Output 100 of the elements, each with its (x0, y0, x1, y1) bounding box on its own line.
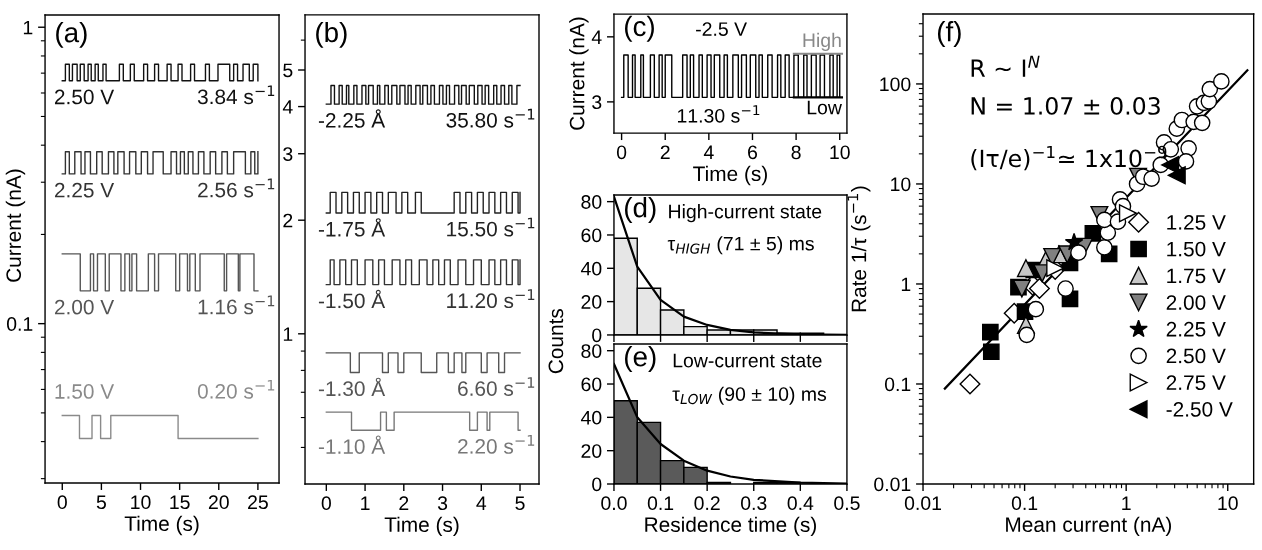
series-label: 2.50 V (54, 89, 115, 105)
x-tick-label: 10 (830, 145, 850, 160)
x-tick-label: 0.5 (834, 496, 860, 511)
y-tick-label: 4 (591, 30, 602, 44)
x-tick-label: 1 (1122, 496, 1131, 510)
legend-label: 1.50 V (1167, 241, 1226, 257)
y-axis-title: Current (nA) (5, 169, 26, 282)
x-axis-title: Time (s) (693, 165, 767, 186)
x-tick-label: 5 (96, 495, 106, 510)
y-axis-title: Counts (548, 308, 564, 374)
legend-label: 1.75 V (1167, 268, 1226, 284)
y-tick-label: 80 (581, 195, 602, 209)
x-tick-label: 1 (361, 496, 370, 510)
annotation: τ$_{LOW}$ (90 ± 10) ms (672, 386, 827, 405)
x-tick-label: 2 (660, 145, 670, 159)
y-tick-label: 60 (581, 228, 602, 243)
annotation: High-current state (669, 204, 822, 223)
y-tick-label: 1 (901, 277, 911, 292)
y-axis-title: Current (nA) (569, 17, 589, 130)
series-label: Low (807, 100, 842, 115)
annotation: N = 1.07 ± 0.03 (971, 97, 1160, 115)
legend-label: 2.50 V (1166, 348, 1226, 364)
y-tick-label: 0 (592, 328, 602, 343)
y-tick-label: 20 (581, 295, 602, 309)
x-tick-label: 0 (57, 495, 67, 510)
chart-title: (c) (625, 15, 654, 42)
y-tick-label: 40 (580, 410, 602, 425)
x-tick-label: 0.1 (1011, 496, 1038, 511)
y-tick-label: 20 (581, 444, 602, 458)
annotation: -2.5 V (696, 22, 747, 36)
x-tick-label: 0.3 (740, 496, 767, 511)
y-tick-label: 0.1 (884, 377, 911, 392)
x-tick-label: 0.01 (904, 496, 941, 511)
legend-label: 1.25 V (1167, 215, 1226, 230)
y-tick-label: 1 (283, 327, 293, 341)
x-tick-label: 3 (437, 496, 448, 511)
legend-label: 2.25 V (1166, 321, 1226, 337)
legend-label: 2.75 V (1166, 375, 1226, 391)
y-tick-label: 4 (282, 100, 293, 114)
annotation: 1.16 s$^{−1}$ (198, 295, 275, 315)
x-tick-label: 4 (703, 145, 714, 159)
y-tick-label: 80 (581, 344, 602, 358)
x-tick-label: 10 (1218, 496, 1238, 511)
annotation: 11.20 s$^{−1}$ (447, 289, 535, 309)
series-label: 2.25 V (54, 182, 115, 198)
annotation: 2.20 s$^{−1}$ (458, 435, 535, 454)
annotation: R ~ I$^{N}$ (971, 55, 1040, 77)
x-tick-label: 0.4 (787, 496, 814, 511)
annotation: 15.50 s$^{−1}$ (447, 217, 535, 237)
chart-title: (e) (625, 346, 656, 373)
x-tick-label: 6 (748, 145, 758, 160)
x-tick-label: 0 (616, 145, 627, 160)
annotation: 0.20 s$^{−1}$ (197, 379, 275, 399)
chart-title: (b) (316, 21, 347, 48)
x-tick-label: 5 (515, 496, 525, 511)
y-tick-label: 2 (283, 213, 293, 228)
legend-label: 2.00 V (1166, 295, 1226, 310)
x-tick-label: 0.1 (647, 496, 674, 511)
y-tick-label: 0.01 (874, 477, 911, 492)
x-tick-label: 2 (399, 496, 409, 510)
chart-title: (a) (56, 21, 87, 48)
x-tick-label: 0 (321, 496, 331, 511)
annotation: 6.60 s$^{−1}$ (458, 377, 535, 396)
x-axis-title: Mean current (nA) (1006, 516, 1172, 537)
x-tick-label: 8 (791, 145, 801, 160)
chart-title: (d) (625, 197, 656, 223)
x-tick-label: 10 (131, 495, 151, 510)
annotation: τ$_{HIGH}$ (71 ± 5) ms (667, 236, 814, 255)
y-tick-label: 10 (891, 177, 911, 192)
series-label: -1.75 Å (318, 218, 386, 237)
annotation: 2.56 s$^{−1}$ (198, 178, 275, 198)
x-tick-label: 0.0 (601, 496, 627, 511)
y-tick-label: 40 (580, 261, 602, 276)
x-tick-label: 4 (476, 496, 487, 510)
x-tick-label: 25 (248, 495, 268, 510)
annotation: 3.84 s$^{−1}$ (197, 85, 275, 105)
y-tick-label: 5 (283, 63, 293, 78)
y-axis-title: Rate 1/τ (s$^{−1}$) (847, 186, 871, 312)
annotation: 35.80 s$^{−1}$ (446, 108, 535, 128)
x-tick-label: 20 (208, 495, 229, 510)
x-tick-label: 15 (170, 495, 190, 510)
x-axis-title: Time (s) (124, 515, 199, 536)
x-axis-title: Residence time (s) (645, 516, 816, 537)
series-label: 1.50 V (55, 384, 115, 399)
series-label: -1.50 Å (318, 289, 386, 309)
legend-label: -2.50 V (1166, 402, 1233, 417)
y-tick-label: 60 (581, 377, 602, 392)
series-label: High (803, 32, 841, 51)
chart-title: (f) (937, 21, 961, 47)
series-label: 2.00 V (54, 299, 115, 315)
series-label: -2.25 Å (318, 109, 386, 128)
y-tick-label: 0 (592, 477, 602, 492)
series-label: -1.10 Å (318, 435, 386, 454)
annotation: 11.30 s$^{−1}$ (677, 105, 760, 123)
series-label: -1.30 Å (318, 377, 386, 397)
annotation: Low-current state (673, 353, 822, 368)
y-tick-label: 3 (592, 95, 602, 110)
x-tick-label: 0.2 (694, 496, 720, 511)
y-tick-label: 100 (880, 77, 911, 92)
x-axis-title: Time (s) (384, 516, 459, 537)
